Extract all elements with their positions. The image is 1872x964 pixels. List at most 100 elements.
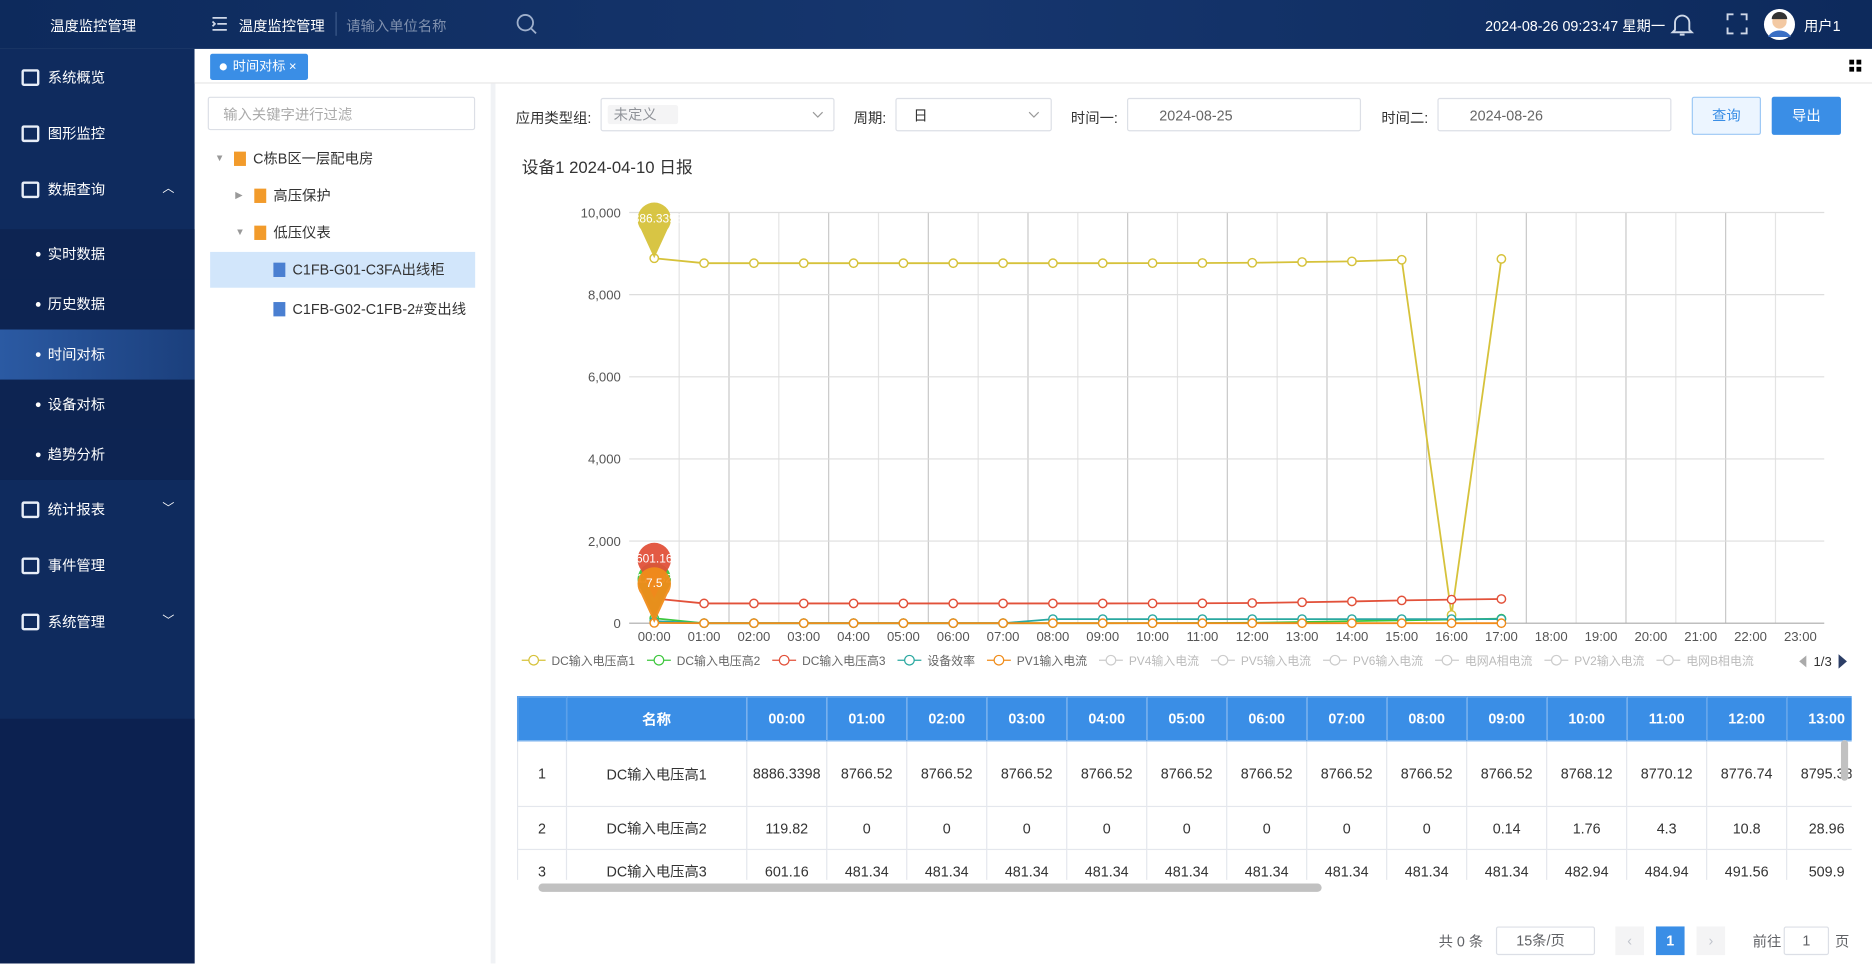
tab[interactable]: 时间对标 × xyxy=(210,53,309,80)
goto-input[interactable]: 1 xyxy=(1783,926,1830,956)
submenu-item[interactable]: 时间对标 xyxy=(0,329,195,380)
x-tick-label: 01:00 xyxy=(688,629,721,644)
grid-icon[interactable] xyxy=(1848,59,1862,73)
legend-icon xyxy=(993,654,1005,666)
search-icon[interactable] xyxy=(516,13,537,35)
time2-input[interactable]: 2024-08-26 xyxy=(1437,97,1672,132)
data-point xyxy=(948,598,959,609)
legend-label: PV4输入电流 xyxy=(1129,654,1199,668)
cell: 481.34 xyxy=(1226,848,1308,880)
menu-item[interactable]: 系统管理 ﹀ xyxy=(0,597,195,647)
avatar[interactable] xyxy=(1763,8,1795,40)
export-button[interactable]: 导出 xyxy=(1771,96,1841,135)
type-select[interactable]: 未定义 xyxy=(600,97,835,132)
search-input[interactable]: 请输入单位名称 xyxy=(346,17,447,35)
submenu-item[interactable]: 历史数据 xyxy=(0,279,195,330)
menu-icon[interactable] xyxy=(211,16,228,33)
data-point xyxy=(1247,598,1258,608)
header-cell: 名称 xyxy=(565,696,748,742)
legend-icon xyxy=(1550,654,1562,666)
bullet xyxy=(35,402,41,408)
page-current[interactable]: 1 xyxy=(1655,926,1685,956)
submenu-item[interactable]: 设备对标 xyxy=(0,379,195,430)
legend-icon xyxy=(778,654,790,666)
cell: DC输入电压高3 xyxy=(565,848,748,880)
username[interactable]: 用户1 xyxy=(1803,17,1841,35)
x-tick-label: 10:00 xyxy=(1136,629,1169,644)
submenu-item[interactable]: 实时数据 xyxy=(0,229,195,280)
v-scrollbar[interactable] xyxy=(1840,740,1849,781)
y-tick-label: 10,000 xyxy=(581,205,621,220)
data-point xyxy=(1048,598,1058,609)
period-select[interactable]: 日 xyxy=(895,97,1052,132)
x-tick-label: 16:00 xyxy=(1435,629,1468,644)
legend-label: DC输入电压高2 xyxy=(677,654,761,668)
submenu-label: 趋势分析 xyxy=(47,446,106,464)
type-tag: 未定义 xyxy=(607,105,679,125)
filter-input[interactable]: 输入关键字进行过滤 xyxy=(207,96,476,131)
query-button[interactable]: 查询 xyxy=(1691,96,1761,135)
cell: 481.34 xyxy=(1466,848,1548,880)
sidebar-bottom xyxy=(0,718,195,964)
tree-panel: 输入关键字进行过滤 ▼ C栋B区一层配电房 ▶ 高压保护 ▼ 低压仪表 C1FB-G01-C… xyxy=(195,83,496,964)
cell: 491.56 xyxy=(1706,848,1788,880)
cell: 28.96 xyxy=(1786,805,1852,851)
tree-icon xyxy=(273,262,286,277)
menu-icon xyxy=(21,613,40,631)
submenu-label: 时间对标 xyxy=(47,346,106,363)
x-tick-label: 06:00 xyxy=(937,629,970,644)
menu-icon xyxy=(21,125,40,143)
data-point xyxy=(1347,596,1357,607)
main: 应用类型组: 未定义 周期: 日 时间一: 2024-08-25 时间二: 20… xyxy=(495,84,1872,964)
divider xyxy=(335,11,337,36)
menu-item[interactable]: 数据查询 ︿ xyxy=(0,165,195,215)
tree-label: 低压仪表 xyxy=(273,224,331,242)
tree-node[interactable]: ▶ 高压保护 xyxy=(210,178,475,214)
cell: 4.3 xyxy=(1626,805,1708,851)
data-point xyxy=(1147,598,1158,609)
legend-label: 电网B相电流 xyxy=(1686,654,1754,668)
y-tick-label: 0 xyxy=(614,616,621,631)
menu-item[interactable]: 系统概览 xyxy=(0,53,195,103)
menu-item[interactable]: 事件管理 xyxy=(0,541,195,591)
row: 1 DC输入电压高1 8886.3398 8766.52 8766.52 8766.52 8… xyxy=(516,740,1852,808)
fullscreen-icon[interactable] xyxy=(1726,13,1748,35)
data-point xyxy=(1097,618,1108,629)
menu-item[interactable]: 统计报表 ﹀ xyxy=(0,485,195,535)
tree-icon xyxy=(254,225,267,240)
y-tick-label: 2,000 xyxy=(588,534,621,549)
tree-node[interactable]: C1FB-G02-C1FB-2#变出线 xyxy=(210,291,475,327)
period-value: 日 xyxy=(913,107,928,125)
menu-item[interactable]: 图形监控 xyxy=(0,109,195,159)
tree-node[interactable]: ▼ C栋B区一层配电房 xyxy=(210,141,475,177)
page-size[interactable]: 15条/页 xyxy=(1495,926,1596,956)
data-point xyxy=(998,598,1008,609)
prev-page[interactable]: ‹ xyxy=(1615,926,1644,956)
x-tick-label: 15:00 xyxy=(1385,629,1418,644)
data-point xyxy=(848,618,859,629)
legend-icon xyxy=(1329,654,1341,666)
cell: 8766.52 xyxy=(1466,740,1548,808)
data-point xyxy=(699,618,709,629)
time1-input[interactable]: 2024-08-25 xyxy=(1127,97,1362,132)
data-point xyxy=(1446,618,1457,629)
y-tick-label: 8,000 xyxy=(588,287,621,302)
legend-icon xyxy=(528,654,540,666)
tree-node[interactable]: C1FB-G01-C3FA出线柜 xyxy=(210,251,476,288)
tab-dot xyxy=(219,63,227,71)
time1-label: 时间一: xyxy=(1070,109,1118,127)
submenu-item[interactable]: 趋势分析 xyxy=(0,429,195,480)
h-scrollbar[interactable] xyxy=(538,883,1322,892)
data-point xyxy=(1097,258,1108,269)
tree-node[interactable]: ▼ 低压仪表 xyxy=(210,215,475,251)
data-point xyxy=(1396,254,1407,265)
next-page[interactable]: › xyxy=(1696,926,1726,956)
cell: 509.9 xyxy=(1786,848,1852,880)
cell: 8766.52 xyxy=(1226,740,1308,808)
bell-icon[interactable] xyxy=(1670,12,1695,37)
tab-close[interactable]: × xyxy=(288,59,297,75)
data-point xyxy=(1097,598,1108,609)
data-point xyxy=(1396,595,1407,606)
menu-icon xyxy=(21,557,40,575)
menu-label: 事件管理 xyxy=(47,557,106,575)
